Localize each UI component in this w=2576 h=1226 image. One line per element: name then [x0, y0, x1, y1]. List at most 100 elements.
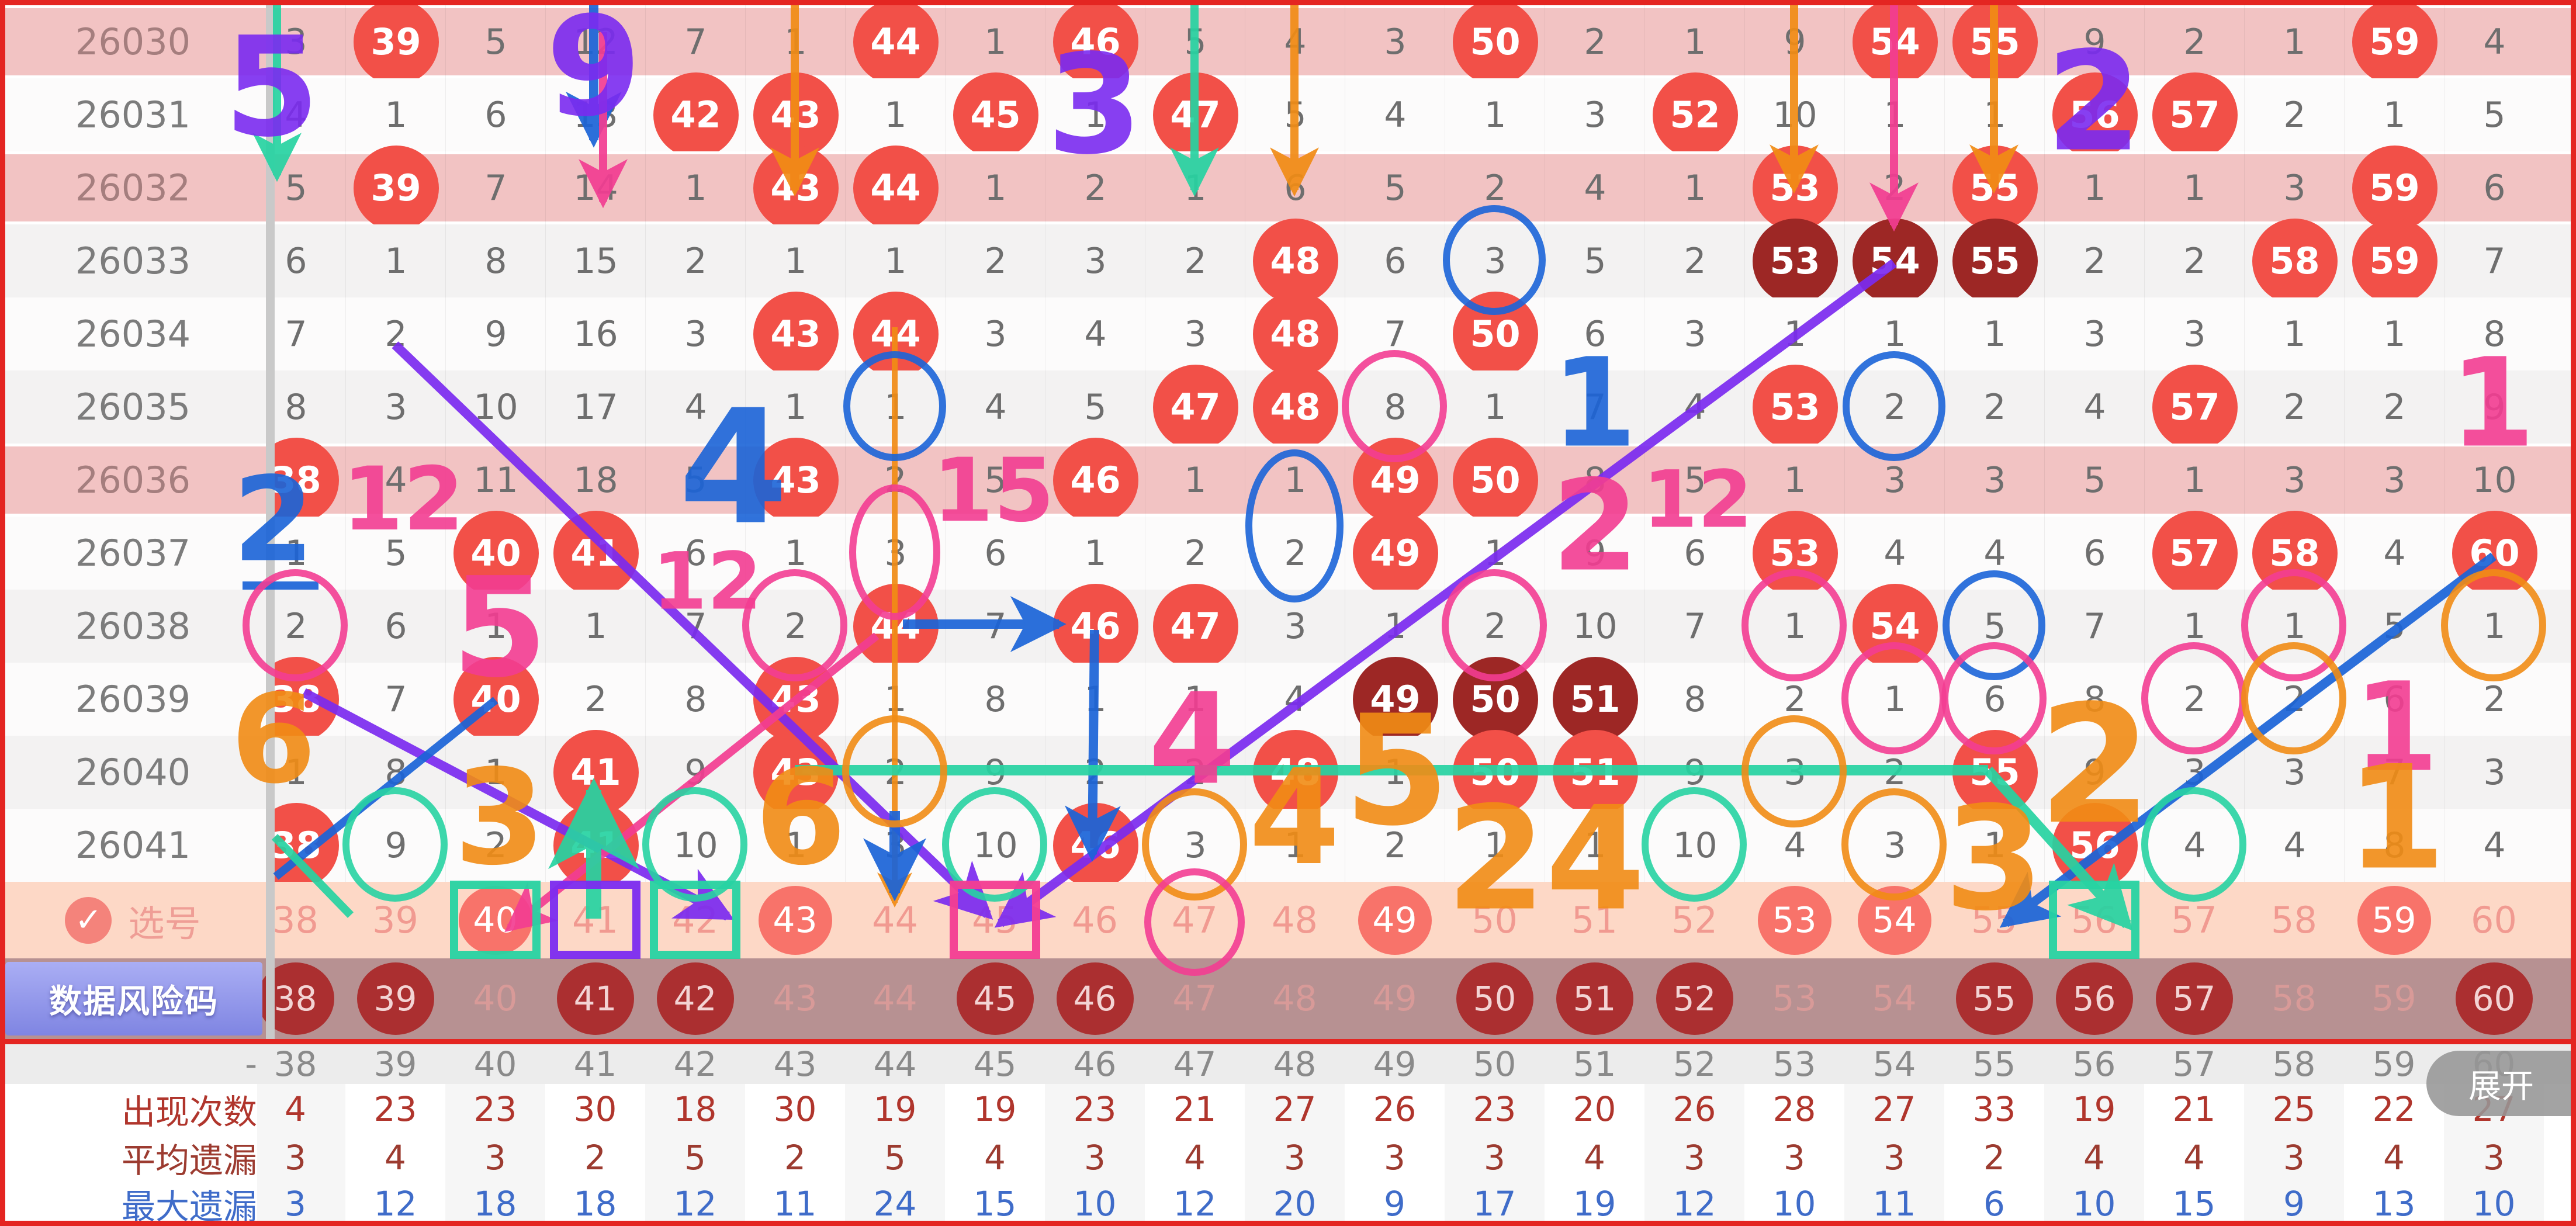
grid-cell: 4 [2244, 809, 2345, 882]
xuanhao-number[interactable]: 47 [1172, 899, 1218, 941]
grid-cell: 1 [445, 590, 546, 663]
check-icon[interactable]: ✓ [65, 896, 112, 944]
grid-cell: 3 [1545, 78, 1645, 151]
risk-number: 56 [2044, 958, 2144, 1039]
grid-cell: 60 [2444, 510, 2544, 596]
grid-cell: 48 [1245, 218, 1345, 304]
stats-value: 3 [1844, 1134, 1944, 1181]
stats-value: 4 [1584, 1138, 1605, 1177]
xuanhao-number[interactable]: 54 [1844, 882, 1944, 958]
grid-cell: 2 [945, 224, 1045, 297]
grid-cell: 6 [945, 517, 1045, 590]
grid-cell: 1 [1245, 809, 1345, 882]
grid-cell: 47 [1145, 583, 1245, 669]
xuanhao-number[interactable]: 57 [2171, 899, 2217, 941]
xuanhao-number[interactable]: 41 [572, 899, 618, 941]
grid-cell: 1 [2144, 444, 2245, 517]
grid-cell: 1 [745, 224, 846, 297]
drawn-number: 45 [953, 72, 1038, 158]
xuanhao-selected-number[interactable]: 54 [1857, 885, 1931, 955]
expand-button[interactable]: 展开 [2426, 1051, 2576, 1116]
drawn-number: 51 [1552, 729, 1638, 815]
xuanhao-selected-number[interactable]: 49 [1358, 885, 1432, 955]
grid-cell: 2 [345, 297, 446, 370]
stats-value: 24 [845, 1181, 945, 1226]
risk-number: 59 [2371, 978, 2416, 1019]
stats-value: 2 [584, 1138, 606, 1177]
xuanhao-number[interactable]: 59 [2344, 882, 2444, 958]
xuanhao-number[interactable]: 60 [2471, 899, 2517, 941]
xuanhao-number[interactable]: 49 [1345, 882, 1445, 958]
grid-cell: 55 [1944, 218, 2045, 304]
stats-value: 10 [1045, 1181, 1145, 1226]
stats-value: 19 [1573, 1183, 1616, 1224]
grid-cell: 9 [2044, 5, 2145, 78]
grid-cell: 55 [1944, 145, 2045, 231]
stats-value: 23 [1445, 1084, 1545, 1134]
drawn-number: 47 [1152, 364, 1238, 450]
grid-cell: 3 [1644, 297, 1745, 370]
drawn-number: 52 [1652, 72, 1738, 158]
stats-value: 11 [773, 1183, 817, 1224]
stats-value: 18 [573, 1183, 617, 1224]
grid-cell: 41 [545, 729, 646, 815]
xuanhao-number[interactable]: 53 [1744, 882, 1844, 958]
xuanhao-selected-number[interactable]: 59 [2357, 885, 2431, 955]
grid-cell: 1 [1844, 78, 1945, 151]
xuanhao-number[interactable]: 45 [972, 899, 1018, 941]
stats-value: 2 [1983, 1138, 2005, 1177]
grid-cell: 3 [2244, 151, 2345, 224]
grid-cell: 7 [645, 5, 746, 78]
drawn-number: 43 [753, 145, 839, 231]
xuanhao-number[interactable]: 51 [1571, 899, 1618, 941]
xuanhao-number[interactable]: 52 [1671, 899, 1718, 941]
grid-cell: 3 [1345, 5, 1445, 78]
stats-value: 28 [1772, 1089, 1816, 1129]
drawn-number: 54 [1852, 583, 1938, 669]
risk-number: 49 [1372, 978, 1417, 1019]
risk-number: 53 [1772, 978, 1817, 1019]
xuanhao-number[interactable]: 40 [445, 882, 545, 958]
grid-cell: 1 [2344, 297, 2445, 370]
xuanhao-selected-number[interactable]: 53 [1757, 885, 1831, 955]
xuanhao-number[interactable]: 48 [1272, 899, 1318, 941]
xuanhao-number[interactable]: 42 [672, 899, 718, 941]
drawn-number: 59 [2352, 145, 2437, 231]
xuanhao-number[interactable]: 46 [1072, 899, 1118, 941]
stats-value: 12 [373, 1183, 417, 1224]
grid-cell: 4 [2344, 517, 2445, 590]
risk-number: 51 [1545, 958, 1644, 1039]
grid-cell: 2 [1445, 590, 1545, 663]
risk-number: 52 [1644, 958, 1744, 1039]
grid-cell: 58 [2244, 218, 2345, 304]
xuanhao-number[interactable]: 55 [1971, 899, 2017, 941]
grid-cell: 1 [1744, 444, 1845, 517]
grid-cell: 1 [745, 517, 846, 590]
xuanhao-number[interactable]: 39 [372, 899, 418, 941]
xuanhao-number[interactable]: 58 [2271, 899, 2317, 941]
grid-cell: 9 [2444, 370, 2544, 444]
grid-cell: 8 [945, 663, 1045, 736]
drawn-number: 50 [1452, 656, 1538, 742]
grid-cell: 4 [1644, 370, 1745, 444]
drawn-number: 39 [353, 145, 439, 231]
grid-cell: 4 [2444, 809, 2544, 882]
xuanhao-selected-number[interactable]: 43 [758, 885, 832, 955]
xuanhao-number[interactable]: 43 [745, 882, 845, 958]
grid-cell: 2 [845, 444, 946, 517]
risk-circled-number: 52 [1656, 962, 1733, 1035]
xuanhao-number[interactable]: 44 [872, 899, 918, 941]
stats-value: 9 [2244, 1181, 2344, 1226]
xuanhao-number[interactable]: 56 [2071, 899, 2117, 941]
grid-cell: 5 [1245, 78, 1345, 151]
grid-cell: 1 [1944, 297, 2045, 370]
drawn-number: 56 [2052, 802, 2138, 888]
drawn-number: 53 [1752, 218, 1838, 304]
xuanhao-selected-number[interactable]: 40 [458, 885, 532, 955]
grid-cell: 2 [2244, 370, 2345, 444]
stats-value: 44 [873, 1044, 917, 1084]
xuanhao-number[interactable]: 50 [1471, 899, 1518, 941]
stats-value: 22 [2372, 1089, 2416, 1129]
drawn-number: 49 [1352, 437, 1438, 523]
risk-number: 54 [1872, 978, 1917, 1019]
